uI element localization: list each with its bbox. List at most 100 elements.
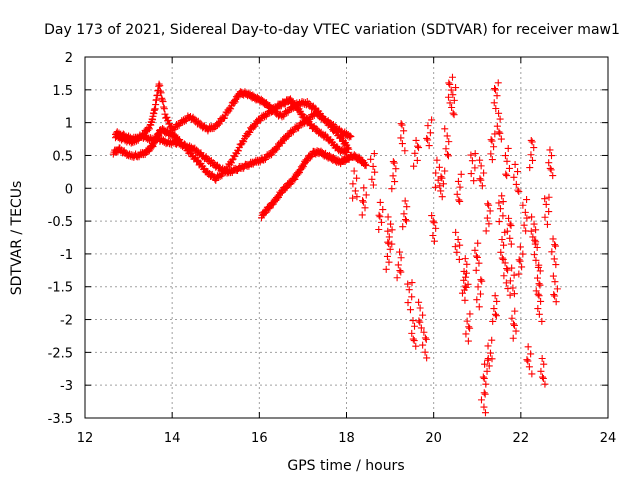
data-point bbox=[424, 136, 432, 144]
data-point bbox=[467, 151, 475, 159]
data-point bbox=[495, 128, 503, 136]
data-point bbox=[497, 248, 505, 256]
data-point bbox=[546, 164, 554, 172]
data-point bbox=[456, 197, 464, 205]
data-point bbox=[442, 145, 450, 153]
data-point bbox=[422, 335, 430, 343]
data-point bbox=[527, 151, 535, 159]
data-point bbox=[505, 164, 513, 172]
data-point bbox=[488, 156, 496, 164]
data-point bbox=[504, 285, 512, 293]
data-point bbox=[491, 85, 499, 93]
data-point bbox=[530, 220, 538, 228]
data-point bbox=[431, 183, 439, 191]
data-points bbox=[109, 73, 561, 417]
data-point bbox=[477, 396, 485, 404]
data-point bbox=[376, 213, 384, 221]
data-point bbox=[449, 91, 457, 99]
data-point bbox=[421, 348, 429, 356]
data-point bbox=[530, 251, 538, 259]
data-point bbox=[386, 245, 394, 253]
data-point bbox=[371, 168, 379, 176]
data-point bbox=[445, 79, 453, 87]
data-point bbox=[534, 305, 542, 313]
data-point bbox=[552, 242, 560, 250]
data-point bbox=[430, 237, 438, 245]
data-point bbox=[473, 253, 481, 261]
data-point bbox=[438, 174, 446, 182]
data-point bbox=[461, 296, 469, 304]
data-point bbox=[362, 162, 370, 170]
y-tick-label: -0.5 bbox=[48, 215, 73, 230]
data-point bbox=[491, 130, 499, 138]
data-point bbox=[425, 142, 433, 150]
data-point bbox=[477, 290, 485, 298]
data-point bbox=[227, 159, 235, 167]
data-point bbox=[481, 360, 489, 368]
data-point bbox=[518, 263, 526, 271]
data-point bbox=[384, 213, 392, 221]
data-point bbox=[535, 310, 543, 318]
data-point bbox=[156, 87, 164, 95]
data-point bbox=[436, 182, 444, 190]
data-point bbox=[548, 248, 556, 256]
data-point bbox=[478, 182, 486, 190]
data-point bbox=[345, 145, 353, 153]
data-point bbox=[534, 290, 542, 298]
series-track-d bbox=[258, 147, 370, 222]
data-point bbox=[488, 137, 496, 145]
data-point bbox=[320, 115, 328, 123]
data-point bbox=[461, 255, 469, 263]
data-point bbox=[495, 218, 503, 226]
data-point bbox=[508, 264, 516, 272]
data-point bbox=[426, 129, 434, 137]
data-point bbox=[510, 290, 518, 298]
data-point bbox=[160, 103, 168, 111]
data-point bbox=[498, 254, 506, 262]
data-point bbox=[389, 158, 397, 166]
data-point bbox=[388, 185, 396, 193]
data-point bbox=[533, 274, 541, 282]
data-point bbox=[462, 273, 470, 281]
data-point bbox=[480, 389, 488, 397]
data-point bbox=[484, 356, 492, 364]
data-point bbox=[443, 132, 451, 140]
data-point bbox=[539, 374, 547, 382]
data-point bbox=[375, 226, 383, 234]
data-point bbox=[503, 227, 511, 235]
data-point bbox=[540, 360, 548, 368]
y-tick-label: 1 bbox=[65, 117, 73, 132]
data-point bbox=[376, 198, 384, 206]
data-point bbox=[387, 220, 395, 228]
data-point bbox=[510, 321, 518, 329]
data-point bbox=[527, 350, 535, 358]
data-point bbox=[465, 323, 473, 331]
data-point bbox=[519, 250, 527, 258]
y-tick-label: -1 bbox=[60, 248, 73, 263]
data-point bbox=[495, 199, 503, 207]
data-point bbox=[483, 367, 491, 375]
data-point bbox=[397, 120, 405, 128]
data-point bbox=[441, 125, 449, 133]
data-point bbox=[349, 194, 357, 202]
data-point bbox=[507, 240, 515, 248]
data-point bbox=[549, 172, 557, 180]
data-point bbox=[337, 133, 345, 141]
data-point bbox=[437, 187, 445, 195]
data-point bbox=[481, 390, 489, 398]
data-point bbox=[452, 228, 460, 236]
data-point bbox=[510, 320, 518, 328]
data-point bbox=[397, 268, 405, 276]
data-point bbox=[498, 235, 506, 243]
data-point bbox=[448, 104, 456, 112]
data-point bbox=[524, 343, 532, 351]
data-point bbox=[160, 105, 168, 113]
x-tick-label: 14 bbox=[164, 431, 181, 446]
y-axis-label: SDTVAR / TECUs bbox=[9, 181, 25, 296]
data-point bbox=[485, 362, 493, 370]
data-point bbox=[406, 306, 414, 314]
data-point bbox=[430, 219, 438, 227]
data-point bbox=[506, 277, 514, 285]
y-tick-label: -1.5 bbox=[48, 281, 73, 296]
data-point bbox=[545, 208, 553, 216]
